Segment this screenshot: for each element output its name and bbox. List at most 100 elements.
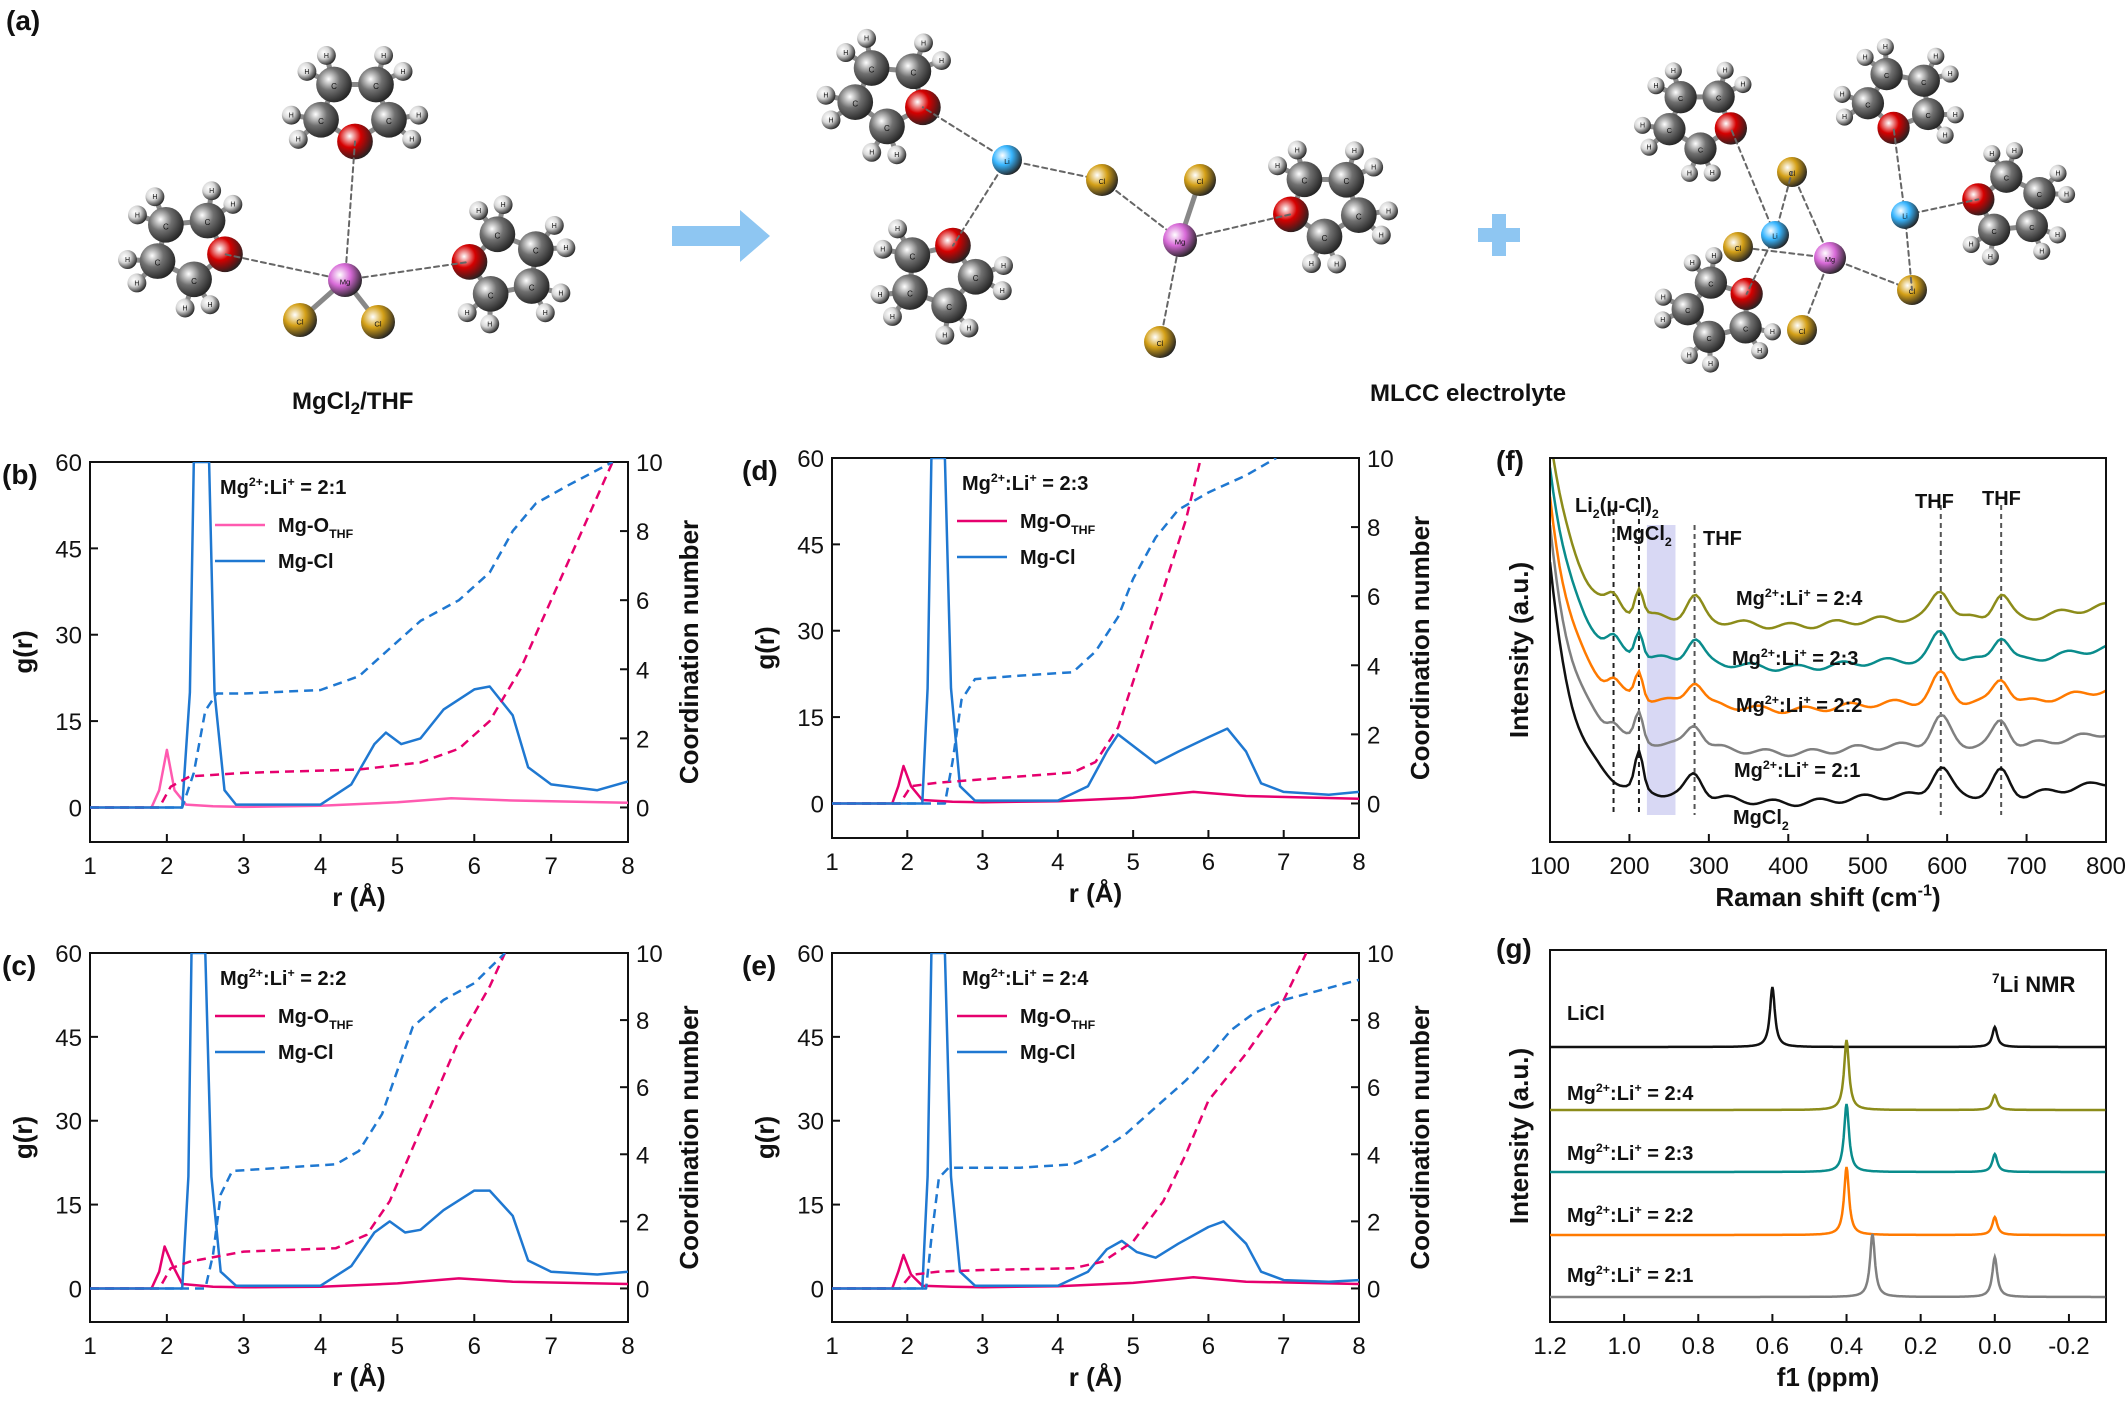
atom-label: H: [381, 53, 386, 60]
atom-label: H: [921, 40, 926, 47]
atom-label: Cl: [1735, 246, 1742, 253]
x-axis-label: Raman shift (cm-1): [1715, 882, 1940, 912]
reaction-arrow: [672, 210, 770, 262]
coordination-bond: [223, 253, 346, 281]
atom-label: C: [1698, 146, 1703, 155]
y2-axis-label: Coordination number: [1405, 516, 1435, 780]
atom-label: Li: [1772, 234, 1778, 241]
atom-label: C: [386, 117, 392, 126]
series-group: [90, 953, 628, 1290]
atom-label: C: [1667, 126, 1672, 135]
atom: [145, 187, 165, 207]
panel-tag: (c): [2, 950, 36, 981]
y2-tick-label: 8: [636, 519, 649, 546]
atom-label: C: [909, 253, 915, 262]
x-tick-label: 7: [1277, 849, 1290, 876]
atom-label: C: [2037, 190, 2042, 199]
atom-label: C: [191, 277, 197, 286]
atom-label: H: [1660, 317, 1665, 324]
atom: [1379, 201, 1399, 221]
atom: [1941, 65, 1959, 83]
atom: [513, 268, 550, 304]
x-tick-label: 4: [314, 853, 327, 880]
atom: [1683, 254, 1701, 272]
y-tick-label: 45: [797, 532, 824, 559]
series-label: Mg2+:Li+ = 2:4: [1567, 1081, 1694, 1105]
x-tick-label: 0.4: [1830, 1333, 1863, 1360]
atom: [176, 261, 212, 298]
annotation-thf: THF: [1703, 528, 1742, 550]
atom: [1286, 161, 1323, 198]
atom-label: C: [488, 291, 494, 300]
atom: [1907, 64, 1940, 97]
atom: [544, 215, 564, 235]
atom: [1870, 57, 1903, 91]
atom-label: H: [465, 310, 470, 317]
series-line: [832, 458, 1359, 805]
y-tick-label: 30: [797, 619, 824, 646]
series-label: LiCl: [1567, 1003, 1605, 1025]
y-tick-label: 45: [55, 1025, 82, 1052]
atom-label: C: [973, 274, 979, 283]
x-axis-label: r (Å): [1069, 1362, 1122, 1392]
x-tick-label: 0.0: [1978, 1333, 2011, 1360]
y2-tick-label: 4: [636, 1142, 649, 1169]
x-tick-label: 1: [825, 1333, 838, 1360]
atom-label: H: [1000, 288, 1005, 295]
x-tick-label: 200: [1609, 853, 1649, 880]
atom: [1851, 87, 1885, 120]
y2-tick-label: 2: [636, 726, 649, 753]
panel-a-tag: (a): [6, 5, 40, 36]
atom-label: H: [1710, 170, 1715, 177]
coordination-bond: [1159, 239, 1181, 343]
atom: [316, 66, 352, 103]
atom-label: H: [1001, 263, 1006, 270]
atom-label: H: [2012, 148, 2017, 155]
y2-tick-label: 10: [636, 450, 663, 477]
x-axis-label: r (Å): [1069, 878, 1122, 908]
atom-label: C: [205, 218, 211, 227]
series-label: Mg2+:Li+ = 2:2: [1567, 1203, 1693, 1227]
atom-label: H: [869, 150, 874, 157]
atom: [118, 250, 137, 270]
atom: [1664, 81, 1697, 114]
atom-label: H: [501, 202, 506, 209]
atom-label: H: [1988, 254, 1993, 261]
y2-tick-label: 0: [636, 795, 649, 822]
atom: [837, 84, 874, 120]
atom: [1694, 266, 1728, 299]
annotation-thf: THF: [1982, 488, 2021, 510]
x-tick-label: 3: [237, 1333, 250, 1360]
plot-frame: [89, 461, 629, 843]
y2-tick-label: 10: [1367, 446, 1394, 473]
atom-label: H: [1687, 353, 1692, 360]
atom-label: H: [1708, 361, 1713, 368]
shaded-band: [1646, 525, 1676, 815]
x-tick-label: 0.6: [1756, 1333, 1789, 1360]
legend-entry: Mg-OTHF: [278, 515, 354, 541]
atom: [1787, 315, 1817, 345]
atom: [472, 275, 509, 312]
atom-label: H: [476, 208, 481, 215]
annotation-li2cl2: Li2(μ-Cl)2: [1575, 495, 1659, 521]
atom-label: Cl: [296, 317, 304, 326]
atom: [175, 298, 195, 318]
atom-label: Cl: [1157, 339, 1164, 348]
atom: [223, 194, 243, 214]
y2-tick-label: 6: [636, 588, 649, 615]
atom-label: Cl: [1099, 177, 1106, 186]
x-tick-label: 4: [314, 1333, 327, 1360]
annotation-mgcl2: MgCl2: [1616, 523, 1672, 549]
legend-title: Mg2+:Li+ = 2:3: [962, 471, 1088, 495]
y-tick-label: 30: [55, 623, 82, 650]
coordination-bond: [1179, 213, 1292, 241]
series-line: [832, 953, 1308, 1290]
atom: [873, 239, 893, 259]
atom-label: Mg: [1825, 255, 1835, 264]
atom-label: H: [1770, 329, 1775, 336]
coordination-bond: [1006, 159, 1103, 181]
atom: [1946, 106, 1964, 124]
atom: [1144, 326, 1176, 358]
atom: [1302, 254, 1321, 274]
